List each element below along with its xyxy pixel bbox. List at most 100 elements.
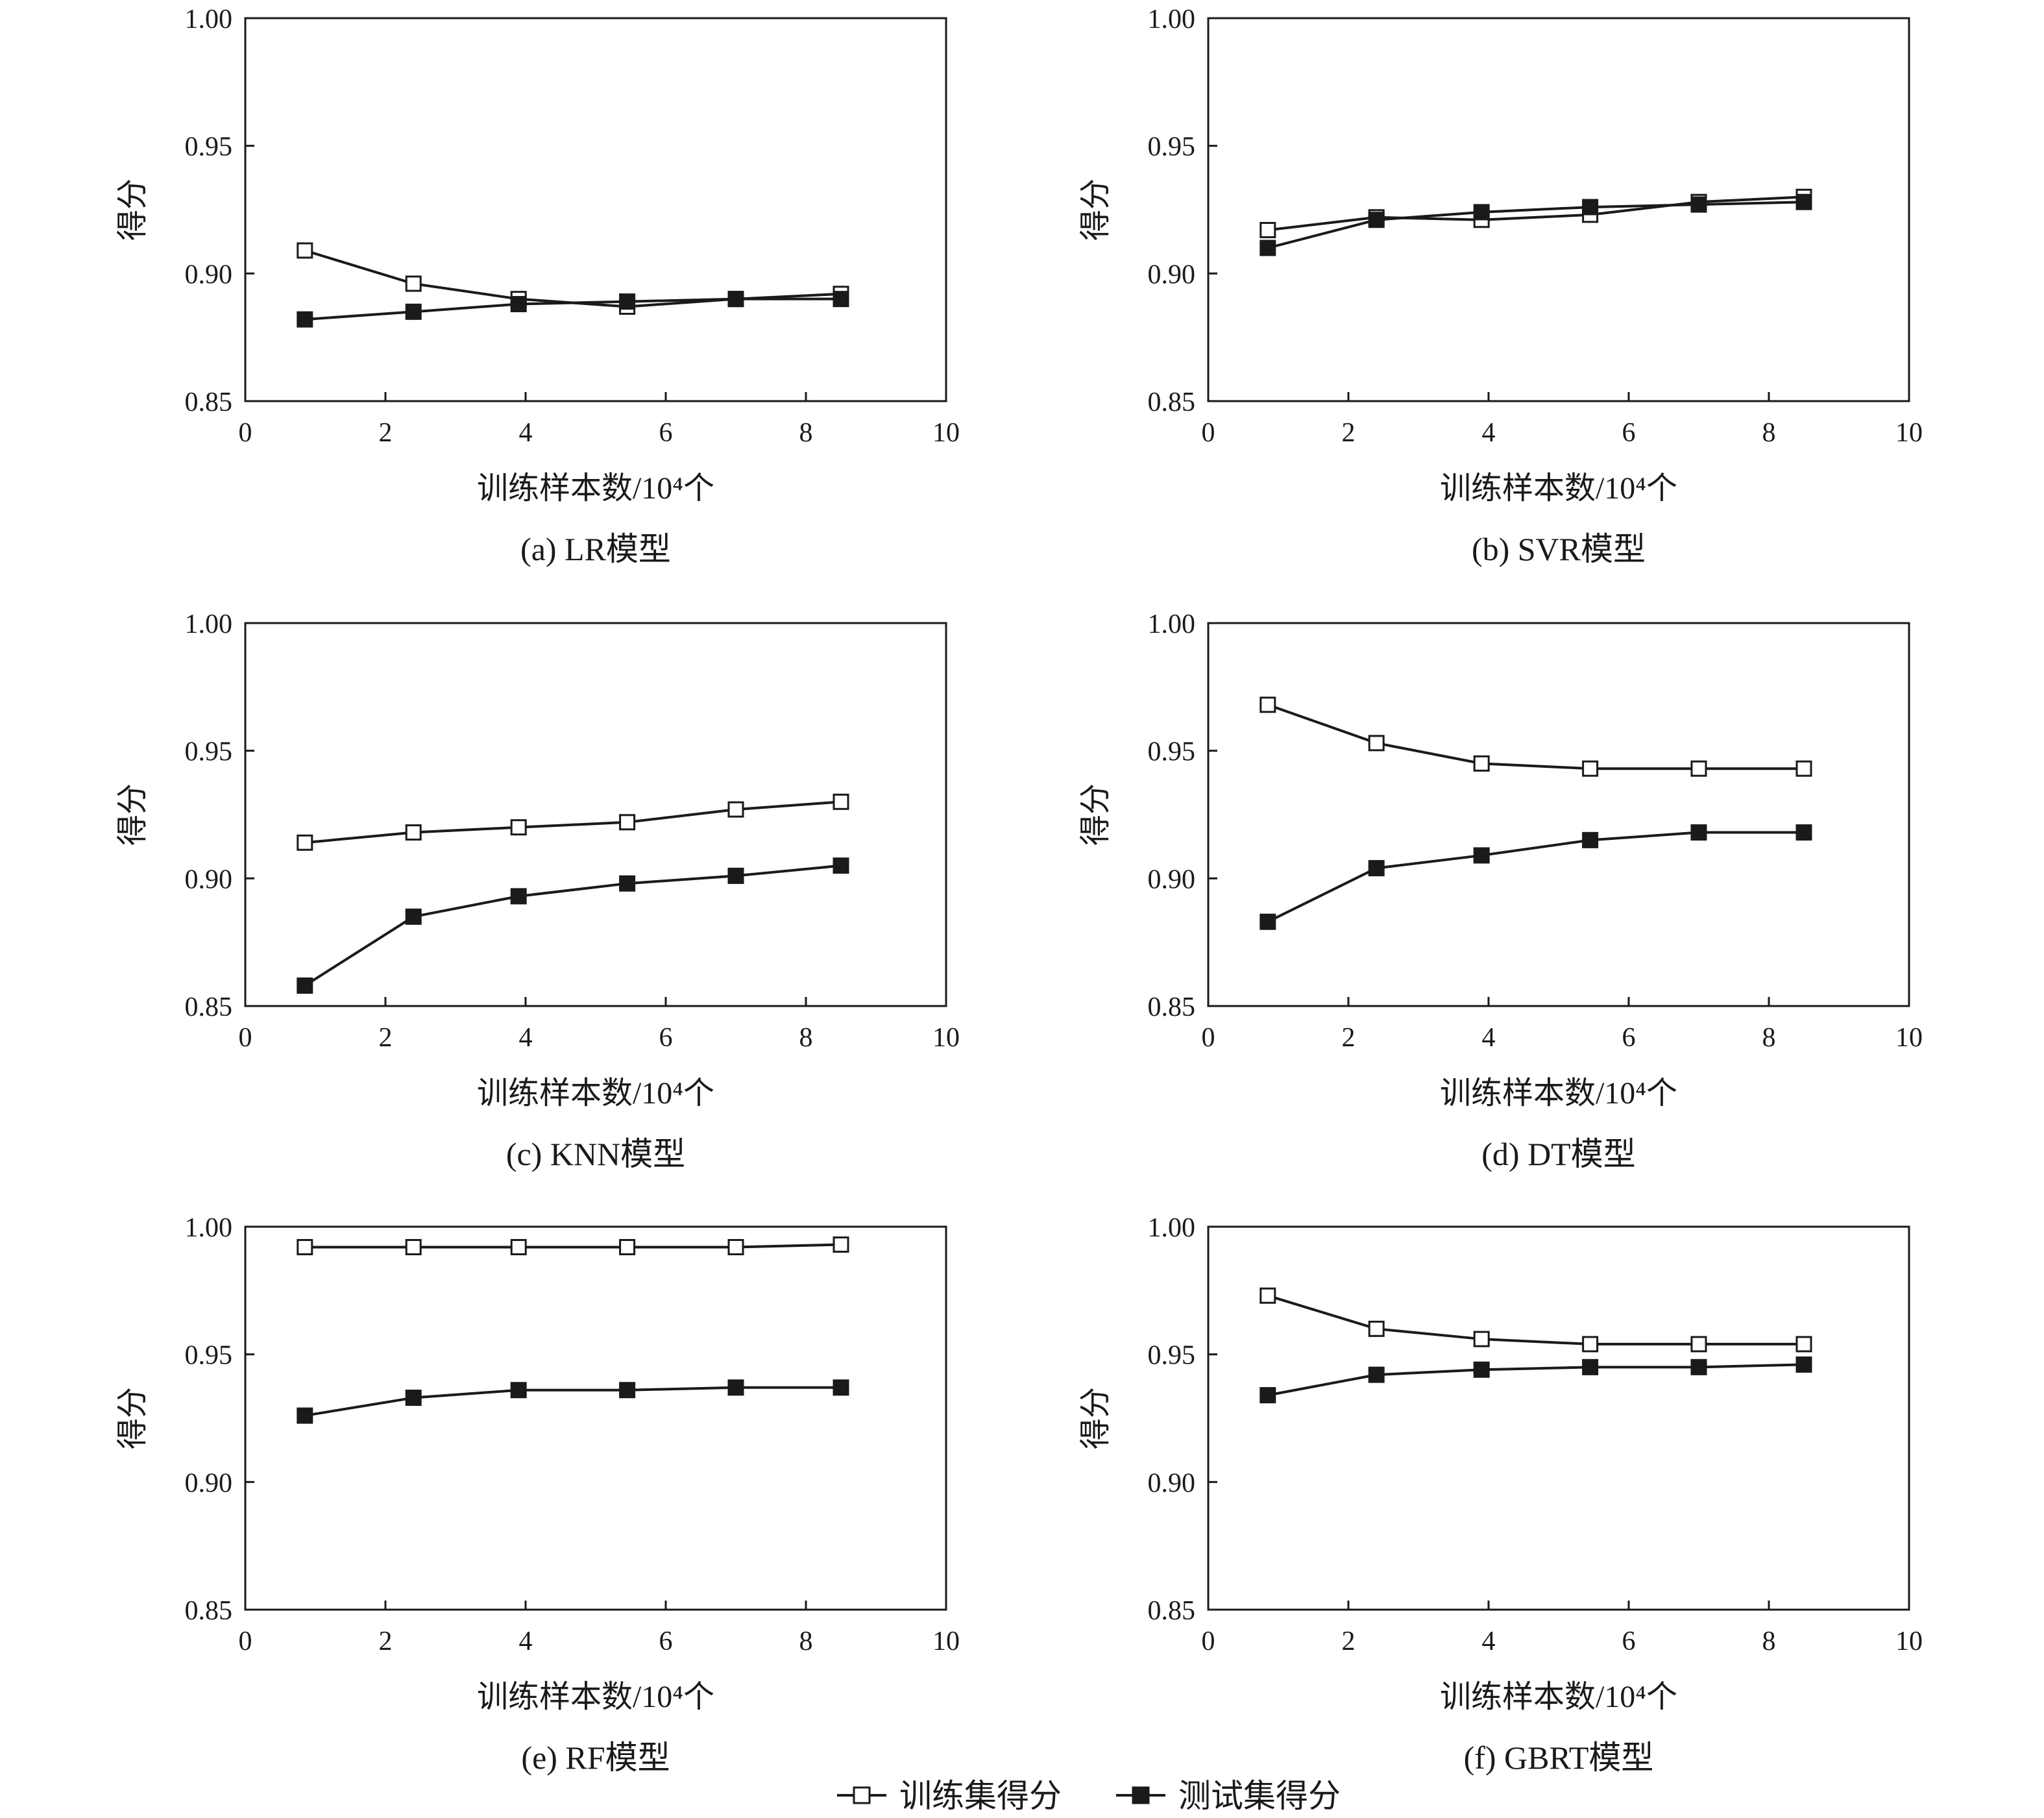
y-tick-label: 1.00	[1148, 1213, 1196, 1243]
y-tick-label: 0.85	[1148, 992, 1196, 1022]
test-point	[1795, 824, 1812, 841]
x-tick-label: 4	[519, 1627, 533, 1656]
y-tick-label: 1.00	[185, 609, 233, 639]
test-point	[1368, 1366, 1385, 1383]
test-point	[510, 1382, 527, 1399]
train-series-line	[1267, 703, 1804, 770]
x-tick-label: 4	[519, 1023, 533, 1053]
y-tick-label: 0.95	[185, 132, 233, 162]
test-point	[1473, 1361, 1490, 1378]
train-series-line	[304, 1243, 842, 1249]
x-tick-label: 6	[659, 418, 673, 448]
x-tick-label: 4	[1482, 1023, 1496, 1053]
plot-frame	[244, 17, 947, 402]
y-tick-label: 0.95	[185, 1341, 233, 1371]
train-point	[1795, 760, 1812, 777]
x-axis-label: 训练样本数/10⁴个	[477, 471, 714, 506]
train-point	[619, 814, 636, 831]
train-point	[510, 1238, 527, 1255]
x-tick-label: 0	[1202, 418, 1215, 448]
y-tick-label: 0.95	[1148, 1341, 1196, 1371]
test-point	[405, 908, 422, 925]
y-axis-label: 得分	[1078, 178, 1113, 241]
test-point	[619, 293, 636, 310]
train-point	[1473, 755, 1490, 772]
y-tick-label: 0.90	[185, 865, 233, 894]
test-series-line	[1267, 831, 1804, 923]
train-point	[833, 1236, 849, 1253]
test-point	[405, 303, 422, 320]
plot-frame	[244, 622, 947, 1007]
panel-caption: (c) KNN模型	[506, 1136, 685, 1172]
x-axis-label: 训练样本数/10⁴个	[1440, 471, 1677, 506]
test-point	[1368, 212, 1385, 228]
test-point	[1259, 913, 1276, 930]
y-tick-label: 0.85	[1148, 1596, 1196, 1626]
x-tick-label: 10	[932, 1627, 960, 1656]
x-tick-label: 0	[1202, 1627, 1215, 1656]
x-tick-label: 0	[239, 418, 252, 448]
test-point	[1795, 1356, 1812, 1373]
test-point	[727, 1379, 744, 1396]
y-tick-label: 0.85	[1148, 387, 1196, 417]
legend-test-marker	[1132, 1786, 1150, 1804]
test-point	[1473, 204, 1490, 221]
x-tick-label: 6	[1622, 1023, 1636, 1053]
test-point	[619, 1382, 636, 1399]
train-point	[1368, 735, 1385, 752]
test-series-line	[304, 864, 842, 987]
y-tick-label: 0.85	[185, 1596, 233, 1626]
x-tick-label: 8	[1762, 1627, 1776, 1656]
y-tick-label: 1.00	[185, 5, 233, 34]
test-series-line	[1267, 201, 1805, 249]
x-tick-label: 2	[379, 1023, 393, 1053]
train-point	[1368, 1320, 1385, 1337]
test-point	[1795, 193, 1812, 210]
y-tick-label: 0.90	[1148, 260, 1196, 289]
train-point	[1259, 696, 1276, 713]
test-point	[833, 291, 849, 308]
legend-train-label: 训练集得分	[899, 1778, 1062, 1814]
y-tick-label: 0.85	[185, 992, 233, 1022]
train-series-line	[1267, 1294, 1804, 1345]
train-point	[405, 1238, 422, 1255]
legend-train-marker	[853, 1786, 871, 1804]
test-point	[833, 1379, 849, 1396]
test-point	[1259, 240, 1276, 256]
train-point	[1259, 1287, 1276, 1304]
x-tick-label: 6	[659, 1023, 673, 1053]
train-point	[1582, 1336, 1599, 1353]
y-tick-label: 1.00	[1148, 5, 1196, 34]
y-axis-label: 得分	[116, 783, 150, 846]
train-point	[833, 793, 849, 810]
test-point	[1690, 824, 1707, 841]
legend-test-label: 测试集得分	[1178, 1778, 1341, 1814]
panel-caption: (d) DT模型	[1481, 1136, 1635, 1172]
train-point	[1582, 760, 1599, 777]
x-tick-label: 10	[1895, 1627, 1923, 1656]
x-tick-label: 4	[519, 418, 533, 448]
test-point	[405, 1390, 422, 1406]
train-point	[1690, 760, 1707, 777]
train-point	[727, 801, 744, 818]
test-point	[619, 875, 636, 892]
x-tick-label: 10	[1895, 418, 1923, 448]
x-axis-label: 训练样本数/10⁴个	[1440, 1076, 1677, 1111]
train-series-line	[304, 800, 842, 844]
test-point	[510, 888, 527, 905]
x-tick-label: 8	[799, 418, 813, 448]
panel-caption: (a) LR模型	[520, 531, 671, 567]
plot-frame	[244, 1225, 947, 1611]
x-axis-label: 训练样本数/10⁴个	[1440, 1680, 1677, 1714]
plot-frame	[1207, 622, 1910, 1007]
x-tick-label: 2	[1342, 1627, 1356, 1656]
x-axis-label: 训练样本数/10⁴个	[477, 1680, 714, 1714]
x-tick-label: 6	[1622, 418, 1636, 448]
x-tick-label: 6	[1622, 1627, 1636, 1656]
